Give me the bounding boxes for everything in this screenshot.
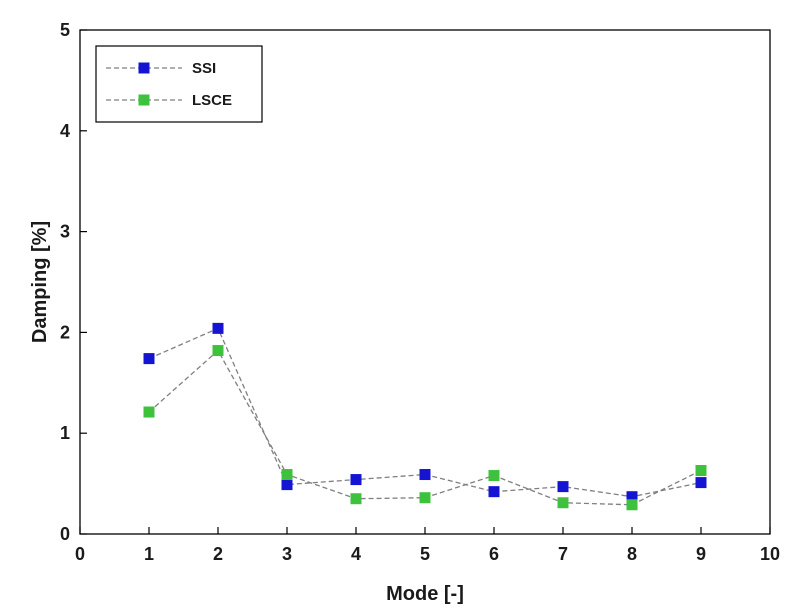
legend: SSI LSCE <box>95 45 263 123</box>
data-point <box>557 497 569 509</box>
y-tick-label: 2 <box>60 322 70 342</box>
y-tick-label: 3 <box>60 222 70 242</box>
x-tick-label: 4 <box>351 544 361 564</box>
data-point <box>143 353 155 365</box>
data-point <box>419 492 431 504</box>
series-layer <box>143 322 707 511</box>
y-tick-label: 5 <box>60 20 70 40</box>
axes: 0 1 2 3 4 5 6 7 8 9 10 0 1 2 3 4 5 <box>60 20 780 564</box>
legend-marker <box>138 94 150 106</box>
legend-label: LSCE <box>192 92 232 109</box>
data-point <box>212 322 224 334</box>
legend-label: SSI <box>192 60 216 77</box>
series-lsce <box>148 349 702 506</box>
markers-ssi <box>143 322 707 503</box>
x-tick-label: 10 <box>760 544 780 564</box>
data-point <box>419 469 431 481</box>
x-tick-label: 6 <box>489 544 499 564</box>
x-tick-label: 2 <box>213 544 223 564</box>
legend-box <box>95 45 263 123</box>
x-tick-label: 9 <box>696 544 706 564</box>
data-point <box>143 406 155 418</box>
data-point <box>281 469 293 481</box>
x-tick-label: 7 <box>558 544 568 564</box>
y-tick-label: 0 <box>60 524 70 544</box>
markers-lsce <box>143 345 707 511</box>
data-point <box>557 481 569 493</box>
data-point <box>695 464 707 476</box>
data-point <box>626 491 638 503</box>
y-tick-label: 1 <box>60 423 70 443</box>
data-point <box>488 470 500 482</box>
legend-item-ssi: SSI <box>106 60 216 77</box>
x-tick-label: 5 <box>420 544 430 564</box>
data-point <box>281 479 293 491</box>
y-axis-title: Damping [%] <box>29 221 51 343</box>
x-axis-title: Mode [-] <box>386 583 464 605</box>
x-tick-label: 0 <box>75 544 85 564</box>
legend-marker <box>138 62 150 74</box>
data-point <box>695 477 707 489</box>
data-point <box>350 493 362 505</box>
y-tick-label: 4 <box>60 121 70 141</box>
data-point <box>626 499 638 511</box>
series-line <box>148 349 702 506</box>
data-point <box>488 486 500 498</box>
x-tick-label: 1 <box>144 544 154 564</box>
data-point <box>212 345 224 357</box>
data-point <box>350 474 362 486</box>
x-tick-label: 8 <box>627 544 637 564</box>
legend-item-lsce: LSCE <box>106 92 232 109</box>
x-tick-label: 3 <box>282 544 292 564</box>
